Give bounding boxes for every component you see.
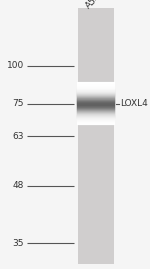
Text: LOXL4: LOXL4 [120,99,148,108]
Text: 35: 35 [12,239,24,248]
Bar [78,8,114,264]
Text: 48: 48 [13,181,24,190]
Text: 63: 63 [12,132,24,141]
Text: A549: A549 [84,0,107,11]
Text: 75: 75 [12,99,24,108]
Text: 100: 100 [7,61,24,70]
